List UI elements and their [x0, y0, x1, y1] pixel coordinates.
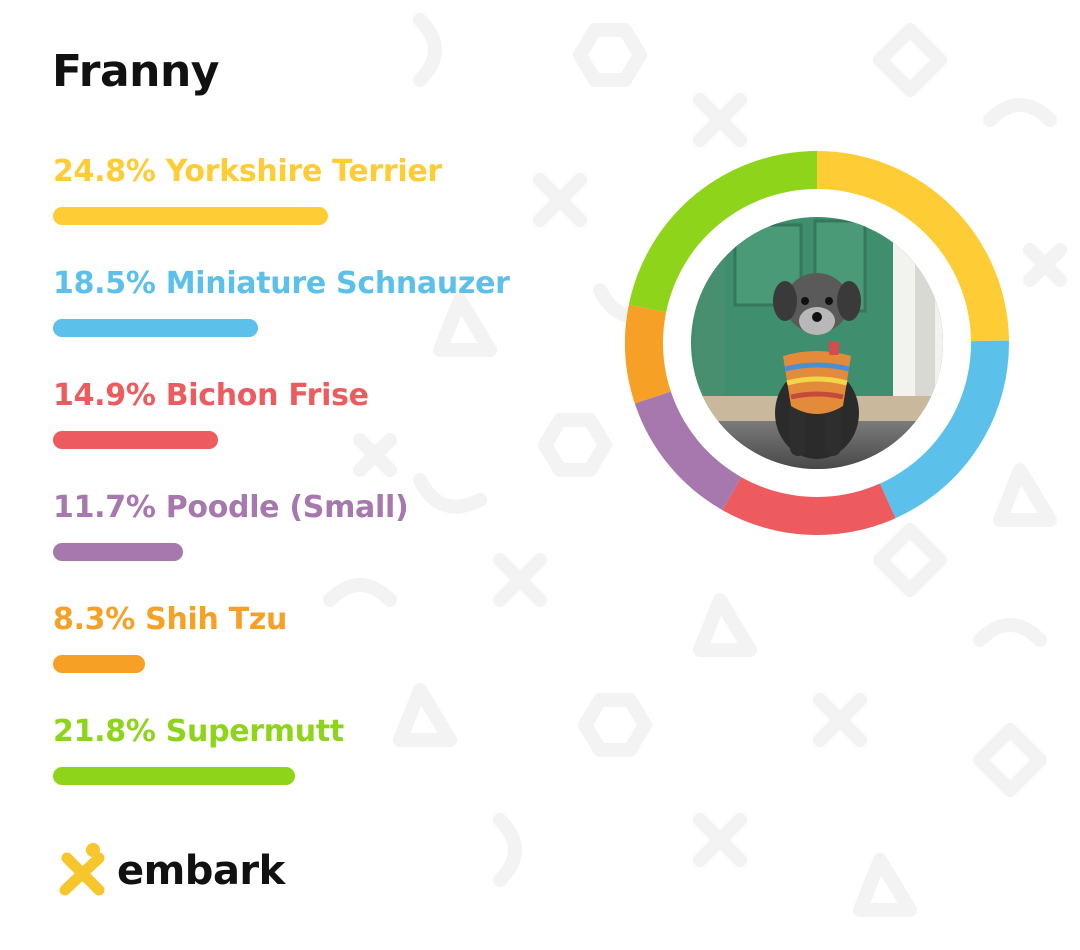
dog-name-title: Franny: [52, 46, 219, 97]
breed-label: 11.7% Poodle (Small): [53, 490, 409, 525]
breed-breakdown-list: 24.8% Yorkshire Terrier 18.5% Miniature S…: [53, 150, 613, 822]
breed-label: 24.8% Yorkshire Terrier: [53, 154, 442, 189]
breed-bar: [53, 543, 183, 561]
breed-label: 18.5% Miniature Schnauzer: [53, 266, 510, 301]
breed-label: 8.3% Shih Tzu: [53, 602, 288, 637]
breed-label: 21.8% Supermutt: [53, 714, 344, 749]
breed-bar: [53, 767, 295, 785]
dog-photo: [691, 217, 943, 469]
breed-row: 11.7% Poodle (Small): [53, 486, 613, 598]
breed-donut-chart: [625, 151, 1009, 535]
breed-row: 18.5% Miniature Schnauzer: [53, 262, 613, 374]
breed-row: 21.8% Supermutt: [53, 710, 613, 822]
embark-logo[interactable]: embark: [55, 842, 315, 902]
breed-row: 24.8% Yorkshire Terrier: [53, 150, 613, 262]
embark-wordmark: embark: [117, 848, 285, 894]
embark-x-icon: [59, 843, 105, 896]
breed-bar: [53, 431, 219, 449]
breed-row: 14.9% Bichon Frise: [53, 374, 613, 486]
breed-row: 8.3% Shih Tzu: [53, 598, 613, 710]
breed-bar: [53, 319, 259, 337]
breed-bar: [53, 207, 329, 225]
breed-label: 14.9% Bichon Frise: [53, 378, 369, 413]
breed-bar: [53, 655, 146, 673]
